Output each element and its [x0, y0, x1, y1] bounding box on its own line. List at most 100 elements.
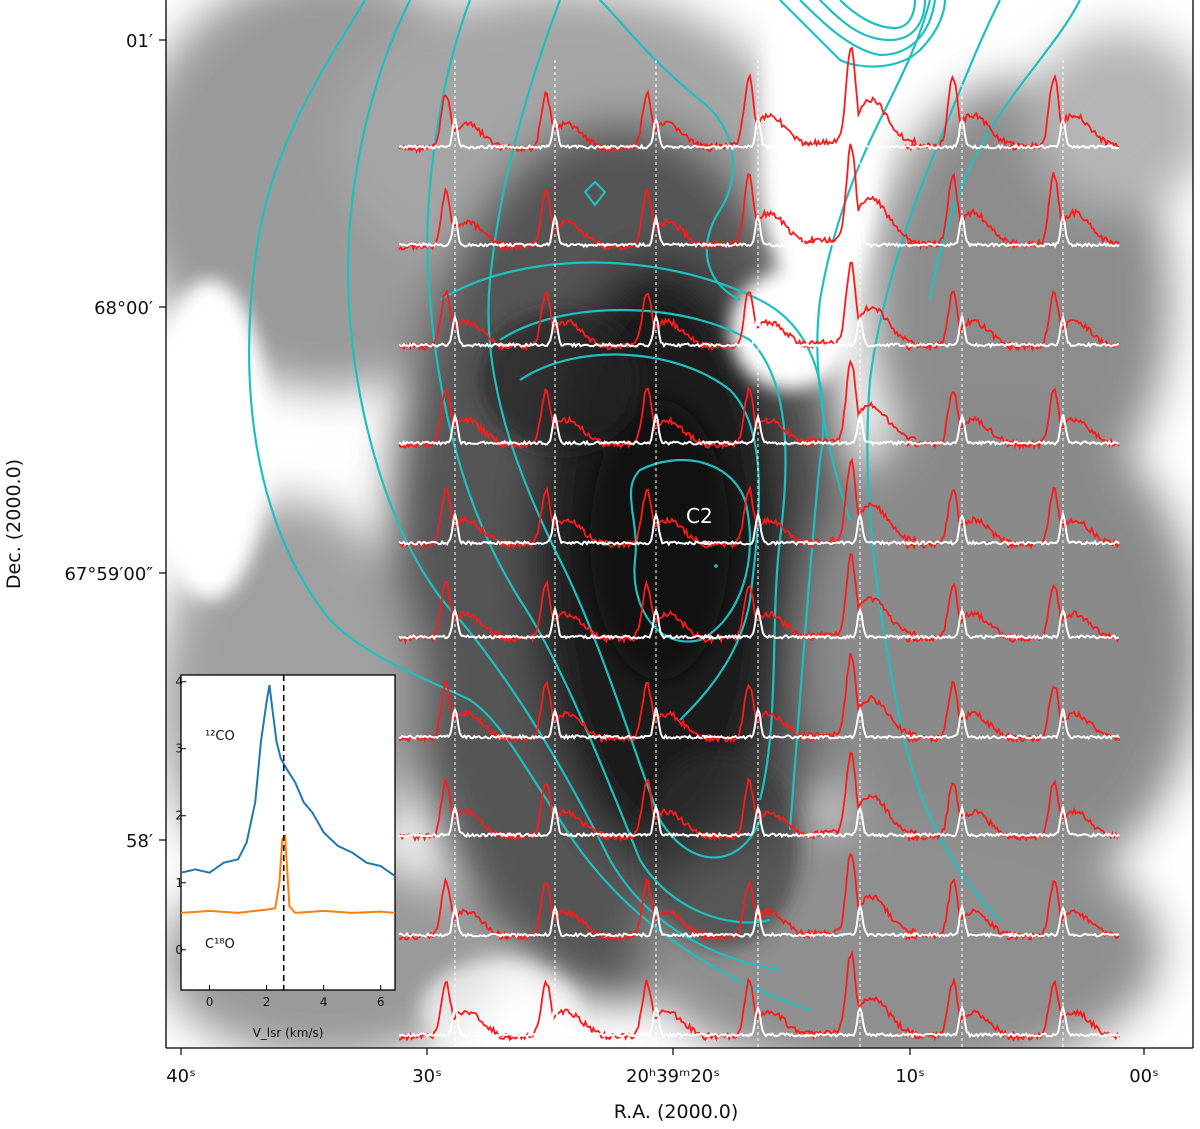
c18o-spectrum — [701, 513, 815, 546]
inset-chart: 0 2 4 6 0 1 2 3 4 ¹²CO C¹⁸O V_lsr (km/s) — [175, 674, 396, 1040]
inset-y-tick-label: 3 — [175, 742, 183, 756]
co12-spectrum — [398, 388, 512, 449]
source-marker — [714, 564, 718, 568]
c18o-spectrum — [599, 213, 713, 249]
c18o-spectrum — [599, 413, 713, 446]
co12-spectrum — [905, 782, 1019, 842]
co12-spectrum — [905, 290, 1019, 352]
spectra-grid — [398, 46, 1120, 1042]
co12-spectrum — [498, 880, 612, 941]
c18o-spectrum — [498, 213, 612, 249]
co12-spectrum — [803, 143, 917, 245]
c18o-spectrum — [398, 1004, 512, 1038]
c18o-spectrum — [701, 215, 815, 249]
co12-spectrum — [701, 172, 815, 250]
c18o-spectrum — [1006, 510, 1120, 546]
inset-x-axis-title: V_lsr (km/s) — [253, 1026, 324, 1040]
co12-spectrum — [398, 187, 512, 252]
c18o-spectrum — [701, 412, 815, 446]
c18o-spectrum — [599, 803, 713, 839]
inset-co12-line — [180, 684, 396, 877]
c18o-spectrum — [905, 413, 1019, 446]
inset-x-tick-label: 6 — [377, 995, 385, 1009]
c18o-spectrum — [1006, 212, 1120, 249]
c18o-spectrum — [1006, 117, 1120, 150]
c18o-spectrum — [905, 607, 1019, 640]
c18o-spectrum — [399, 215, 512, 249]
c18o-spectrum — [398, 706, 512, 740]
c18o-spectrum — [599, 116, 713, 150]
inset-plot-area: 0 2 4 6 0 1 2 3 4 — [175, 675, 396, 1009]
c18o-spectrum — [701, 607, 815, 641]
c18o-spectrum — [803, 706, 917, 741]
c18o-spectrum — [701, 706, 815, 740]
inset-y-tick-label: 2 — [175, 809, 183, 823]
x-tick-label: 40ˢ — [166, 1066, 196, 1087]
y-ticks: 01′ 68°00′ 67°59′00″ 58′ — [64, 31, 166, 852]
y-axis-title: Dec. (2000.0) — [3, 459, 25, 589]
co12-spectrum — [701, 585, 815, 645]
co12-spectrum — [599, 579, 713, 645]
inset-y-tick-label: 1 — [175, 876, 183, 890]
co12-spectrum — [803, 751, 917, 838]
c18o-spectrum — [803, 902, 917, 939]
co12-spectrum — [498, 90, 612, 154]
inset-label-co12: ¹²CO — [205, 729, 235, 744]
c18o-spectrum — [905, 903, 1019, 939]
c18o-spectrum — [498, 413, 612, 446]
c18o-spectrum — [599, 511, 713, 547]
x-tick-label: 30ˢ — [412, 1066, 442, 1087]
co12-spectrum — [599, 292, 713, 351]
c18o-spectrum — [599, 707, 713, 740]
c18o-spectrum — [701, 804, 815, 839]
c18o-spectrum — [803, 511, 917, 547]
c18o-spectrum — [905, 706, 1019, 740]
c18o-spectrum — [498, 904, 612, 939]
inset-x-tick-label: 0 — [206, 995, 214, 1009]
co12-spectrum — [398, 679, 512, 744]
y-tick-label: 67°59′00″ — [64, 564, 153, 585]
c18o-spectrum — [803, 1005, 917, 1038]
c18o-spectrum — [599, 1006, 713, 1038]
co12-spectrum — [1006, 584, 1120, 644]
y-tick-label: 68°00′ — [94, 298, 153, 319]
co12-spectrum — [398, 876, 512, 941]
inset-label-c18o: C¹⁸O — [205, 937, 235, 952]
y-tick-label: 58′ — [126, 831, 153, 852]
c18o-spectrum — [599, 607, 713, 640]
c18o-spectrum — [498, 117, 612, 151]
c18o-spectrum — [905, 315, 1019, 349]
c18o-spectrum — [803, 805, 917, 838]
co12-spectrum — [498, 486, 612, 550]
co12-spectrum — [803, 553, 917, 641]
co12-spectrum — [803, 46, 917, 149]
c18o-spectrum — [1006, 313, 1120, 349]
co12-spectrum — [600, 488, 713, 549]
x-tick-label: 10ˢ — [895, 1066, 925, 1087]
c18o-spectrum — [701, 314, 815, 348]
x-tick-label: 00ˢ — [1129, 1066, 1159, 1087]
c18o-spectrum — [498, 315, 612, 349]
c18o-spectrum — [701, 903, 815, 939]
c18o-spectrum — [498, 707, 612, 741]
c18o-spectrum — [905, 803, 1019, 839]
c18o-spectrum — [1006, 608, 1120, 640]
c18o-spectrum — [1006, 708, 1120, 740]
c18o-spectrum — [498, 806, 612, 839]
c18o-spectrum — [905, 215, 1019, 248]
c18o-spectrum — [1006, 905, 1120, 938]
co12-spectrum — [701, 777, 815, 842]
c18o-spectrum — [398, 607, 512, 641]
c18o-spectrum — [398, 412, 512, 447]
c18o-spectrum — [803, 315, 917, 348]
co12-spectrum — [1006, 880, 1120, 941]
co12-spectrum — [1006, 779, 1120, 842]
c18o-spectrum — [498, 1005, 612, 1038]
c18o-spectrum — [398, 513, 512, 547]
c18o-spectrum — [498, 605, 612, 640]
co12-spectrum — [599, 89, 713, 154]
co12-spectrum — [499, 579, 612, 644]
y-tick-label: 01′ — [126, 31, 153, 52]
inset-frame — [180, 674, 396, 991]
c18o-spectrum — [701, 114, 815, 151]
